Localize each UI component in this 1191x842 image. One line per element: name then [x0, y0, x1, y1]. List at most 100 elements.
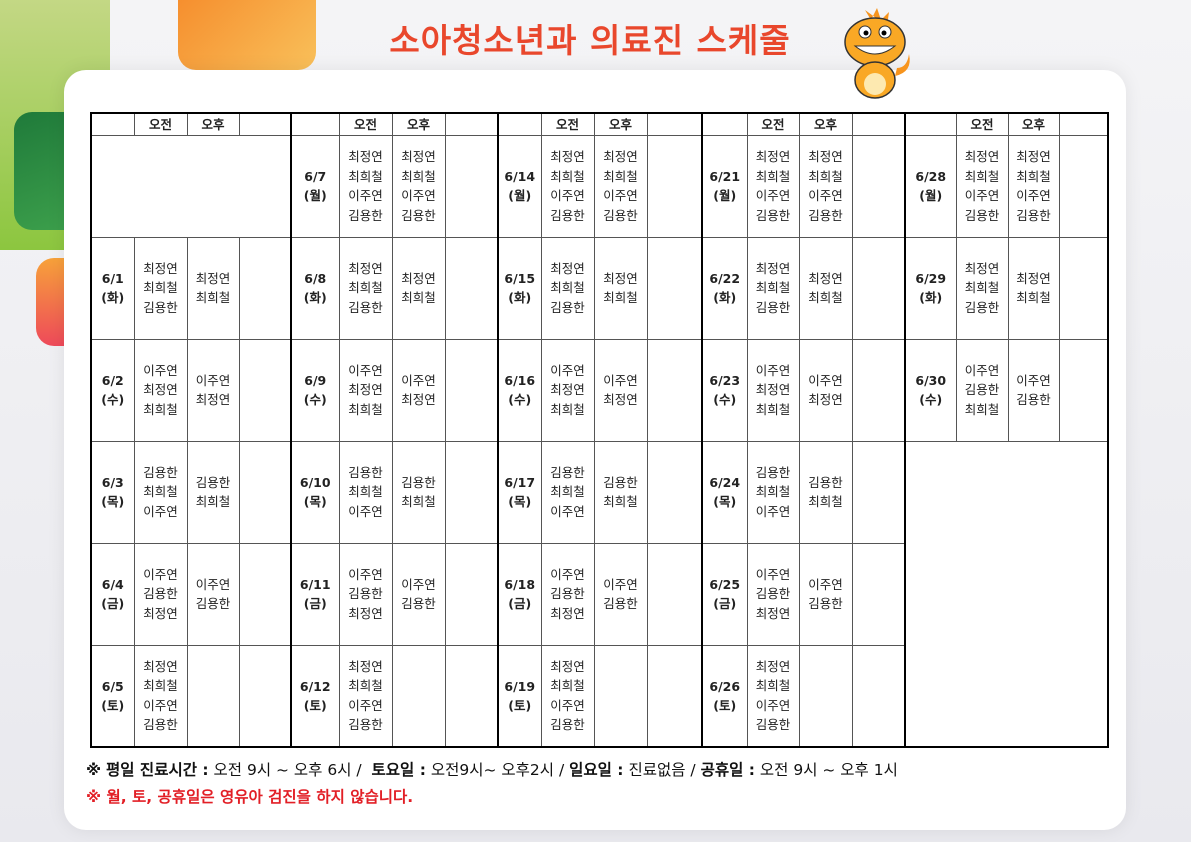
doctor-name: 김용한 — [755, 717, 791, 733]
doctor-name: 이주연 — [550, 503, 585, 519]
date-label: 6/16 — [504, 373, 536, 388]
doctor-name: 최정연 — [755, 605, 791, 621]
extra-cell — [851, 134, 906, 238]
schedule-table: 오전 오후 오전 오후 오전 오후 오전 오후 오전 오후 6/7 (월) 최정연 최희철 이주연 김용한 최정… — [90, 112, 1109, 748]
doctor-name: 이주연 — [348, 362, 383, 378]
header-am: 오전 — [746, 112, 800, 136]
date-cell: 6/23 (수) — [701, 338, 748, 442]
doctor-name: 김용한 — [603, 474, 638, 490]
am-doctors-cell: 이주연 김용한 최정연 — [540, 542, 595, 646]
date-label: 6/15 — [504, 271, 536, 286]
doctor-name: 최희철 — [964, 401, 1000, 417]
weekday-label: (토) — [508, 697, 532, 713]
doctor-name: 이주연 — [808, 372, 843, 388]
doctor-name: 김용한 — [964, 299, 1000, 315]
weekday-label: (화) — [101, 290, 125, 305]
doctor-name: 이주연 — [195, 372, 231, 388]
schedule-row: 6/4 (금) 이주연 김용한 최정연 이주연 김용한 6/11 (금) 이주연 김용한 최정연 이주연… — [90, 542, 1108, 646]
doctor-name: 최희철 — [348, 484, 383, 500]
doctor-name: 최정연 — [195, 392, 231, 407]
doctor-name: 최정연 — [755, 260, 791, 276]
doctor-name: 김용한 — [143, 299, 178, 315]
date-label: 6/18 — [504, 577, 536, 592]
date-label: 6/1 — [101, 271, 124, 286]
date-cell: 6/2 (수) — [90, 338, 135, 442]
date-cell: 6/8 (화) — [290, 236, 340, 340]
doctor-name: 김용한 — [195, 596, 231, 611]
date-label: 6/8 — [304, 271, 327, 286]
date-label: 6/12 — [299, 678, 331, 694]
header-blank — [497, 112, 542, 136]
am-doctors-cell: 최정연 최희철 이주연 김용한 — [338, 134, 393, 238]
pm-doctors-cell: 최정연 최희철 이주연 김용한 — [1007, 134, 1060, 238]
am-doctors-cell: 이주연 김용한 최희철 — [955, 338, 1009, 442]
weekday-label: (토) — [101, 697, 125, 713]
date-cell: 6/17 (목) — [497, 440, 542, 544]
doctor-name: 최희철 — [143, 484, 178, 500]
header-blank — [90, 112, 135, 136]
extra-cell — [851, 236, 906, 340]
date-cell: 6/1 (화) — [90, 236, 135, 340]
date-label: 6/11 — [299, 577, 331, 592]
date-cell: 6/24 (목) — [701, 440, 748, 544]
pm-doctors-cell — [593, 644, 648, 748]
date-cell: 6/7 (월) — [290, 134, 340, 238]
weekday-label: (목) — [713, 494, 737, 509]
doctor-name: 최정연 — [143, 382, 178, 398]
doctor-name: 최정연 — [808, 392, 843, 407]
doctor-name: 최희철 — [755, 280, 791, 296]
empty-cell — [90, 134, 292, 238]
date-label: 6/2 — [101, 373, 124, 388]
doctor-name: 이주연 — [808, 188, 843, 203]
saturday-label: 토요일 : — [371, 761, 426, 779]
doctor-name: 최정연 — [348, 658, 383, 674]
header-am: 오전 — [133, 112, 188, 136]
holiday-hours: 오전 9시 ~ 오후 1시 — [759, 761, 898, 779]
schedule-row: 6/7 (월) 최정연 최희철 이주연 김용한 최정연 최희철 이주연 김용한 6/14 (월) 최정연… — [90, 134, 1109, 238]
holiday-label: 공휴일 : — [700, 761, 755, 779]
doctor-name: 최희철 — [348, 401, 383, 417]
doctor-name: 김용한 — [603, 596, 638, 611]
doctor-name: 이주연 — [603, 372, 638, 388]
date-cell: 6/29 (화) — [904, 236, 957, 340]
doctor-name: 최희철 — [808, 290, 843, 305]
doctor-name: 최정연 — [1016, 270, 1051, 286]
doctor-name: 최정연 — [550, 605, 585, 621]
header-am: 오전 — [338, 112, 393, 136]
date-label: 6/24 — [709, 475, 741, 490]
doctor-name: 최정연 — [348, 260, 383, 276]
pm-doctors-cell: 이주연 김용한 — [1007, 338, 1060, 442]
date-label: 6/4 — [101, 577, 124, 592]
date-label: 6/30 — [915, 373, 947, 388]
extra-cell — [851, 338, 906, 442]
date-label: 6/23 — [709, 373, 741, 388]
doctor-name: 최정연 — [755, 149, 791, 164]
header-am: 오전 — [955, 112, 1009, 136]
doctor-name: 최희철 — [1016, 290, 1051, 305]
pm-doctors-cell: 이주연 김용한 — [391, 542, 446, 646]
pm-doctors-cell — [391, 644, 446, 748]
doctor-name: 이주연 — [143, 697, 178, 713]
date-cell: 6/28 (월) — [904, 134, 957, 238]
doctor-name: 김용한 — [401, 474, 436, 490]
weekday-label: (목) — [101, 494, 125, 509]
date-label: 6/29 — [915, 271, 947, 286]
saturday-hours: 오전9시~ 오후2시 / — [430, 761, 565, 779]
doctor-name: 김용한 — [808, 596, 843, 611]
date-label: 6/22 — [709, 271, 741, 286]
doctor-name: 이주연 — [550, 566, 585, 582]
date-cell: 6/26 (토) — [701, 644, 748, 748]
header-extra — [851, 112, 906, 136]
am-doctors-cell: 이주연 최정연 최희철 — [133, 338, 188, 442]
doctor-name: 이주연 — [603, 576, 638, 592]
doctor-name: 김용한 — [348, 717, 383, 733]
header-am: 오전 — [540, 112, 595, 136]
date-cell: 6/19 (토) — [497, 644, 542, 748]
doctor-name: 최희철 — [195, 290, 231, 305]
doctor-name: 최희철 — [603, 494, 638, 509]
pm-doctors-cell: 이주연 최정연 — [593, 338, 648, 442]
doctor-name: 김용한 — [143, 464, 178, 480]
